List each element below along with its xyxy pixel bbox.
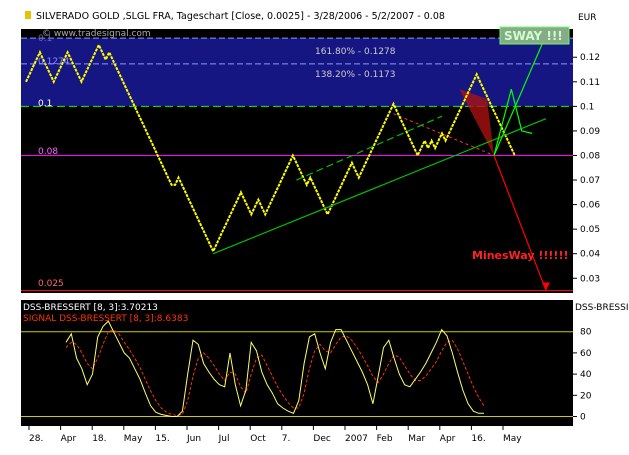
watermark: © www.tradesignal.com — [42, 29, 151, 39]
legend-swatch — [25, 11, 31, 19]
fib-band — [21, 38, 573, 107]
xtick-label: Dec — [313, 434, 330, 444]
xtick-label: 16. — [471, 434, 485, 444]
xtick-label: Jun — [186, 434, 201, 444]
ytick-label: 0.06 — [580, 201, 600, 211]
xtick-label: Apr — [440, 434, 456, 444]
xtick-label: 28. — [29, 434, 43, 444]
sway-label: SWAY !!! — [504, 29, 563, 43]
mines-label: MinesWay !!!!!! — [472, 249, 568, 262]
y-axis-main: 0.12 0.11 0.1 0.09 0.08 0.07 0.06 0.05 0.04 0.03 — [573, 53, 600, 284]
y-axis-oscillator: 60 40 20 0 80 — [573, 328, 592, 423]
level-0-1274-label: 0.1274 — [38, 57, 70, 67]
xtick-label: May — [503, 434, 522, 444]
osc-ytick-label: 0 — [580, 413, 586, 423]
level-0-1-label: 0.1 — [38, 99, 52, 109]
osc-ytick-label: 60 — [580, 349, 592, 359]
xtick-label: Mar — [408, 434, 425, 444]
xtick-label: May — [124, 434, 143, 444]
xtick-label: Feb — [377, 434, 393, 444]
osc-ytick-label: 80 — [580, 328, 592, 338]
osc-ytick-label: 40 — [580, 370, 592, 380]
price-line — [25, 42, 516, 254]
dss-signal-title: SIGNAL DSS-BRESSERT [8, 3]:8.6383 — [23, 314, 188, 324]
level-0-1-faded-label: 0.1 — [38, 34, 52, 44]
level-0-08-label: 0.08 — [38, 147, 58, 157]
xtick-label: Oct — [250, 434, 266, 444]
ytick-label: 0.11 — [580, 78, 600, 88]
xtick-label: 15. — [155, 434, 169, 444]
sway-box — [499, 26, 570, 45]
fib-1618-label: 161.80% - 0.1278 — [315, 47, 396, 57]
sway-up — [493, 34, 547, 156]
x-axis: 28. Apr 18. May 15. Jun Jul Oct 7. Dec 2007 Feb Mar A… — [28, 426, 522, 444]
mid-trend — [296, 115, 443, 181]
mines-arrowhead — [542, 282, 550, 291]
currency-label: EUR — [578, 13, 597, 23]
xtick-label: Jul — [218, 434, 230, 444]
main-plot — [21, 34, 573, 292]
signal-line — [65, 329, 485, 417]
dss-title: DSS-BRESSERT [8, 3]:3.70213 — [23, 303, 158, 313]
ytick-label: 0.03 — [580, 274, 600, 284]
mines-down — [493, 155, 547, 291]
ytick-label: 0.07 — [580, 176, 600, 186]
xtick-label: Apr — [61, 434, 77, 444]
ytick-label: 0.04 — [580, 250, 600, 260]
dss-line — [65, 320, 484, 417]
ytick-label: 0.08 — [580, 151, 600, 161]
sway-zigzag — [493, 89, 533, 156]
level-0-025-label: 0.025 — [38, 279, 64, 289]
oscillator-plot — [21, 320, 573, 418]
xtick-label: 2007 — [345, 434, 368, 444]
xtick-label: 18. — [92, 434, 106, 444]
dss-right-title: DSS-BRESSI — [575, 303, 628, 313]
ytick-label: 0.09 — [580, 127, 600, 137]
panel-separator — [21, 294, 573, 300]
red-zone — [459, 89, 494, 156]
xtick-label: 7. — [282, 434, 291, 444]
osc-ytick-label: 20 — [580, 391, 592, 401]
support-trend — [212, 118, 547, 255]
red-dashed-line — [393, 113, 495, 156]
ytick-label: 0.12 — [580, 53, 600, 63]
fib-1382-label: 138.20% - 0.1173 — [315, 70, 396, 80]
ytick-label: 0.1 — [580, 102, 594, 112]
chart-title: SILVERADO GOLD ,SLGL FRA, Tageschart [Cl… — [36, 11, 445, 22]
ytick-label: 0.05 — [580, 225, 600, 235]
